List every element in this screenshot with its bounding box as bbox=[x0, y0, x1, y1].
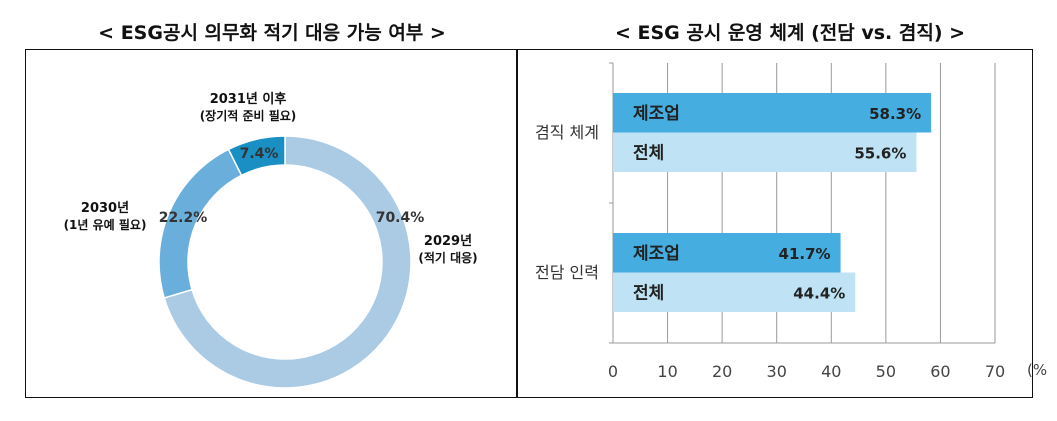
x-tick-label: 70 bbox=[985, 362, 1005, 381]
slice-category-label: 2030년 bbox=[81, 201, 129, 216]
donut-chart-frame bbox=[25, 49, 518, 398]
slice-category-label: 2031년 이후 bbox=[210, 91, 287, 107]
bar-chart-title: < ESG 공시 운영 체계 (전담 vs. 겸직) > bbox=[614, 22, 966, 44]
bar bbox=[613, 93, 932, 133]
x-unit-label: (% bbox=[1027, 361, 1047, 379]
bar-value-label: 44.4% bbox=[793, 285, 845, 303]
bar-series-label: 제조업 bbox=[633, 244, 680, 264]
bar-series-label: 전체 bbox=[633, 284, 664, 304]
bar bbox=[613, 272, 856, 312]
donut-slice bbox=[227, 135, 286, 177]
x-tick-label: 20 bbox=[712, 362, 732, 381]
slice-value-label: 7.4% bbox=[240, 146, 279, 162]
x-tick-label: 60 bbox=[930, 362, 950, 381]
donut-slice bbox=[163, 135, 412, 389]
bar-series-label: 전체 bbox=[633, 144, 664, 164]
bar-value-label: 55.6% bbox=[854, 145, 906, 163]
slice-value-label: 70.4% bbox=[376, 210, 425, 226]
slice-category-label: 2029년 bbox=[424, 234, 472, 249]
bar bbox=[613, 132, 917, 172]
category-label: 겸직 체계 bbox=[535, 123, 599, 142]
bar-series-label: 제조업 bbox=[633, 104, 680, 124]
bar-value-label: 58.3% bbox=[869, 105, 921, 123]
slice-value-label: 22.2% bbox=[159, 210, 208, 226]
donut-chart-title: < ESG공시 의무화 적기 대응 가능 여부 > bbox=[98, 22, 446, 44]
category-label: 전담 인력 bbox=[535, 263, 599, 282]
bar-value-label: 41.7% bbox=[779, 245, 831, 263]
x-tick-label: 40 bbox=[821, 362, 841, 381]
bar bbox=[613, 233, 841, 273]
x-tick-label: 0 bbox=[608, 362, 618, 381]
x-tick-label: 30 bbox=[767, 362, 787, 381]
slice-category-sublabel: (적기 대응) bbox=[418, 250, 477, 265]
x-tick-label: 10 bbox=[657, 362, 677, 381]
bar-chart-frame bbox=[516, 49, 1033, 398]
slice-category-sublabel: (1년 유예 필요) bbox=[64, 217, 147, 232]
slice-category-sublabel: (장기적 준비 필요) bbox=[200, 108, 297, 123]
x-tick-label: 50 bbox=[876, 362, 896, 381]
